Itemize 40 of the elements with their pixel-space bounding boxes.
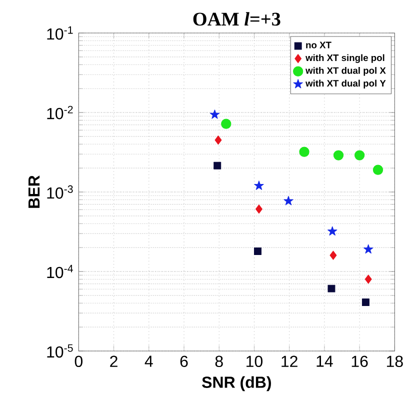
legend-label: with XT dual pol Y [306, 80, 386, 88]
y-tick-label: 10$^{-4}$ [47, 264, 73, 278]
x-tick-label: 10 [246, 356, 262, 368]
y-tick-label: 10$^{-5}$ [47, 344, 73, 358]
point [221, 118, 232, 129]
point [330, 250, 337, 260]
x-tick-label: 14 [316, 356, 333, 367]
legend-label: no XT [306, 42, 332, 48]
y-tick-label: 10$^{-2}$ [47, 106, 73, 120]
point [364, 244, 374, 254]
x-tick-label: 8 [215, 356, 223, 368]
y-tick-label: 10$^{-1}$ [47, 26, 73, 40]
point [328, 284, 336, 292]
x-tick-label: 12 [282, 356, 298, 367]
x-tick-label: 16 [352, 356, 368, 368]
point [354, 150, 365, 160]
x-tick-label: 0 [74, 356, 82, 368]
point [372, 164, 384, 175]
legend-label: with XT dual pol X [306, 66, 386, 76]
y-axis-title: BER [28, 175, 40, 208]
point [333, 150, 344, 160]
point [362, 298, 370, 306]
y-tick-label: 10$^{-3}$ [47, 185, 73, 199]
point [214, 136, 222, 145]
point [254, 180, 264, 190]
point [214, 162, 222, 170]
x-tick-label: 2 [110, 356, 118, 367]
point [255, 204, 262, 214]
legend-label: with XT single pol [306, 54, 384, 63]
point [299, 146, 310, 157]
x-tick-label: 18 [386, 356, 403, 368]
chart-title: OAM l=+3 [193, 12, 280, 26]
x-tick-label: 6 [180, 356, 188, 368]
point [328, 226, 338, 236]
point [254, 247, 262, 255]
x-axis-title: SNR (dB) [202, 376, 271, 392]
point [364, 274, 372, 284]
x-tick-label: 4 [144, 356, 153, 367]
point [210, 110, 220, 119]
point [284, 196, 294, 206]
